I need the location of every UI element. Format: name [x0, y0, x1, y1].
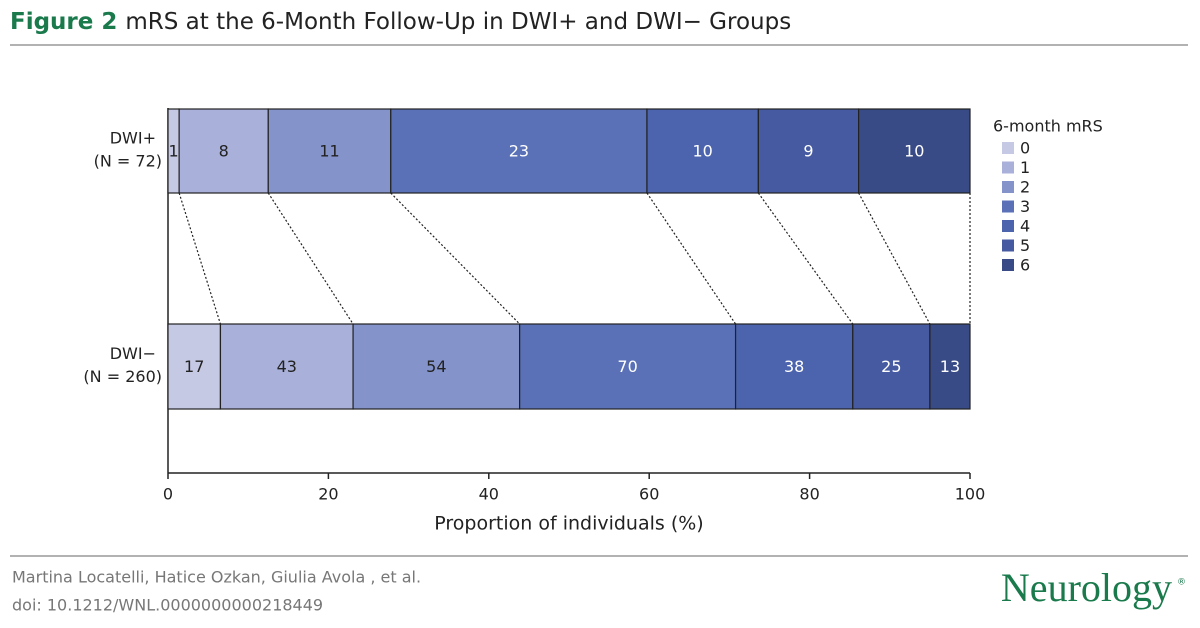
bar-segment — [390, 108, 648, 194]
bar-segment — [352, 323, 521, 410]
x-tick-label: 20 — [318, 485, 338, 504]
legend-label: 1 — [1020, 158, 1030, 177]
doi: doi: 10.1212/WNL.0000000000218449 — [12, 596, 323, 615]
bar-segment — [219, 323, 354, 410]
logo-mark: ® — [1177, 578, 1186, 588]
legend-label: 3 — [1020, 197, 1030, 216]
legend-swatch — [1002, 200, 1014, 213]
category-note: (N = 260) — [83, 367, 162, 386]
bar-segment — [858, 108, 971, 194]
legend-swatch — [1002, 181, 1014, 193]
bar-segment — [167, 323, 222, 410]
bar-segment — [757, 108, 860, 194]
connector-line — [390, 192, 521, 325]
data-label: 54 — [426, 357, 446, 376]
legend-title: 6-month mRS — [993, 117, 1103, 136]
connector-line — [646, 192, 737, 325]
bar-segment — [646, 108, 759, 194]
data-label: 17 — [184, 357, 204, 376]
figure-title: Figure 2 mRS at the 6-Month Follow-Up in … — [10, 9, 791, 35]
data-label: 23 — [509, 142, 529, 161]
x-tick-label: 100 — [955, 485, 986, 504]
legend-label: 2 — [1020, 178, 1030, 197]
authors: Martina Locatelli, Hatice Ozkan, Giulia … — [12, 568, 421, 587]
data-label: 9 — [803, 142, 813, 161]
x-axis-label: Proportion of individuals (%) — [434, 513, 703, 535]
x-tick-label: 40 — [479, 485, 499, 504]
data-label: 43 — [277, 357, 297, 376]
data-label: 13 — [940, 357, 960, 376]
connector-line — [757, 192, 854, 325]
data-label: 1 — [168, 142, 178, 161]
bar-segment — [178, 108, 269, 194]
title: mRS at the 6-Month Follow-Up in DWI+ and… — [125, 9, 791, 35]
figure-number: Figure 2 — [10, 9, 117, 35]
connector-line — [267, 192, 354, 325]
data-label: 38 — [784, 357, 804, 376]
data-label: 11 — [319, 142, 339, 161]
bar-segment — [734, 323, 854, 410]
x-tick-label: 60 — [639, 485, 659, 504]
legend-swatch — [1002, 142, 1014, 154]
connector-line — [178, 192, 222, 325]
x-tick-label: 80 — [799, 485, 819, 504]
data-label: 70 — [617, 357, 637, 376]
legend-swatch — [1002, 161, 1014, 174]
data-label: 25 — [881, 357, 901, 376]
x-tick-label: 0 — [163, 485, 173, 504]
y-tick-label: DWI+ — [110, 129, 156, 148]
data-label: 10 — [904, 142, 924, 161]
bar-segment — [519, 323, 737, 410]
bar-segment — [267, 108, 392, 194]
data-label: 10 — [692, 142, 712, 161]
legend-label: 5 — [1020, 236, 1030, 255]
data-label: 8 — [219, 142, 229, 161]
legend-swatch — [1002, 220, 1014, 232]
y-tick-label: DWI− — [110, 344, 156, 363]
legend-label: 0 — [1020, 139, 1030, 158]
journal-logo: Neurology — [1001, 565, 1172, 610]
bar-segment — [852, 323, 931, 410]
legend-swatch — [1002, 259, 1014, 271]
category-note: (N = 72) — [94, 152, 162, 171]
legend-label: 6 — [1020, 256, 1030, 275]
connector-line — [858, 192, 931, 325]
legend-swatch — [1002, 239, 1014, 252]
bar-segment — [929, 323, 971, 410]
legend-label: 4 — [1020, 217, 1030, 236]
